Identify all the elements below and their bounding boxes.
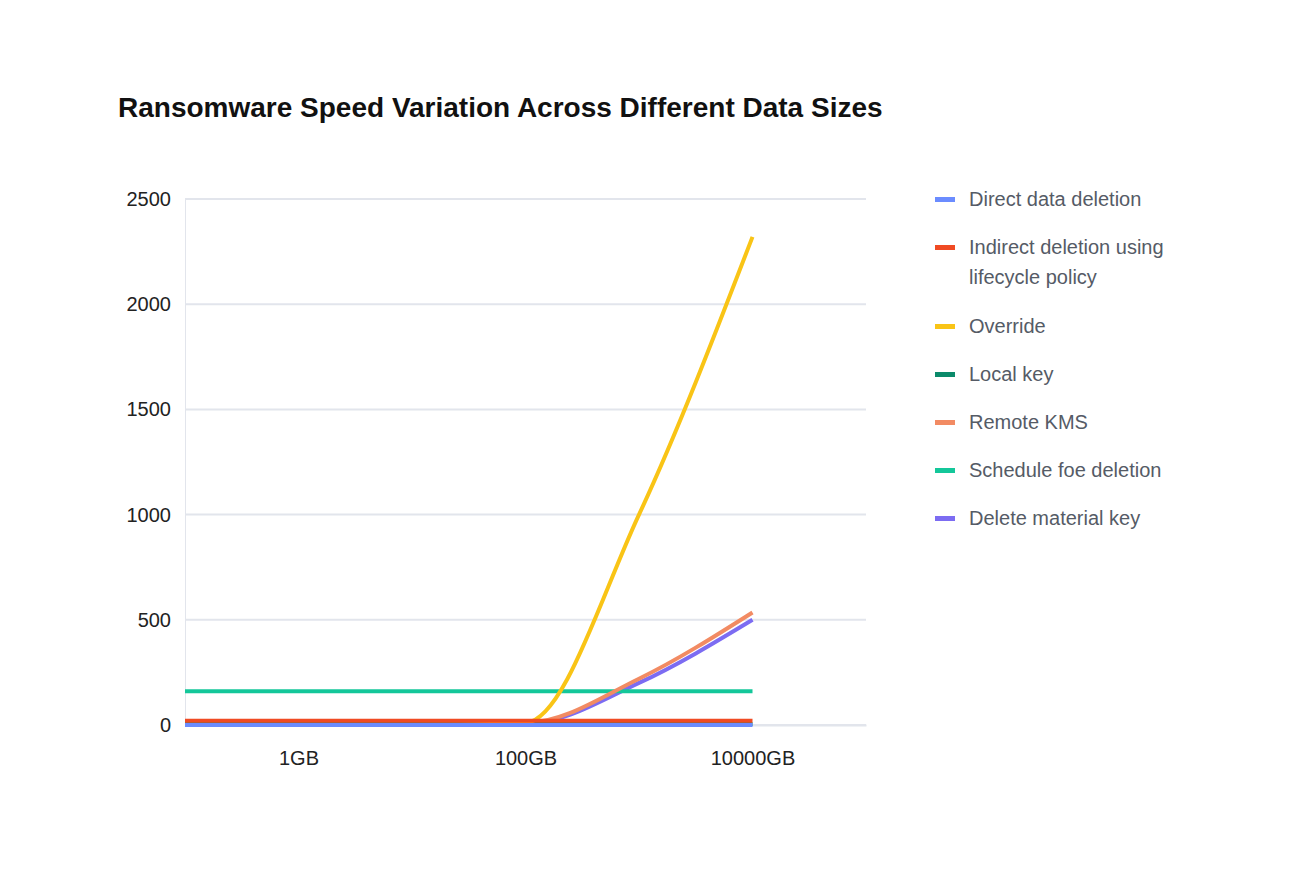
- grid-line: [185, 408, 866, 410]
- series-line: [185, 237, 753, 725]
- y-tick-label: 2000: [127, 293, 172, 315]
- x-tick-label: 1GB: [279, 747, 319, 769]
- y-tick: 1500: [127, 398, 186, 420]
- x-tick-label: 10000GB: [711, 747, 796, 769]
- grid-line: [185, 724, 866, 726]
- legend-label: Delete material key: [969, 507, 1140, 529]
- x-tick: 100GB: [495, 725, 557, 769]
- legend-label: Schedule foe deletion: [969, 459, 1161, 481]
- legend: Direct data deletion Indirect deletion us…: [935, 188, 1164, 529]
- lines: [185, 237, 753, 725]
- series-line: [185, 612, 753, 722]
- y-tick-label: 1000: [127, 503, 172, 525]
- legend-swatch: [935, 245, 955, 250]
- y-tick: 0: [160, 714, 185, 736]
- series-line: [185, 723, 753, 727]
- x-tick: 10000GB: [711, 725, 796, 769]
- legend-swatch: [935, 468, 955, 473]
- legend-swatch: [935, 197, 955, 202]
- y-tick: 2500: [127, 188, 186, 210]
- legend-swatch: [935, 420, 955, 425]
- series-line: [185, 620, 753, 724]
- y-axis-line: [185, 200, 186, 726]
- legend-swatch: [935, 372, 955, 377]
- chart: Ransomware Speed Variation Across Differ…: [0, 0, 1310, 888]
- legend-label: Local key: [969, 363, 1054, 385]
- y-tick: 500: [138, 609, 185, 631]
- title: Ransomware Speed Variation Across Differ…: [118, 92, 883, 123]
- x-axis: 1GB 100GB 10000GB: [186, 725, 867, 769]
- y-tick-label: 0: [160, 714, 171, 736]
- y-axis: 0 500 1000 1500 2000 2500: [127, 188, 186, 736]
- grid-line: [185, 198, 866, 200]
- legend-label: Remote KMS: [969, 411, 1088, 433]
- y-tick-label: 500: [138, 609, 171, 631]
- x-tick-label: 100GB: [495, 747, 557, 769]
- legend-swatch: [935, 324, 955, 329]
- x-axis-line: [186, 725, 867, 727]
- y-tick: 1000: [127, 503, 186, 525]
- grid-line: [185, 303, 866, 305]
- y-tick-label: 1500: [127, 398, 172, 420]
- y-tick-label: 2500: [127, 188, 172, 210]
- legend-swatch: [935, 516, 955, 521]
- series-line: [185, 689, 753, 693]
- legend-label: Direct data deletion: [969, 188, 1141, 210]
- grid-line: [185, 514, 866, 516]
- legend-label: Override: [969, 315, 1046, 337]
- series-line: [185, 719, 753, 723]
- grid-line: [185, 619, 866, 621]
- legend-label: Indirect deletion usinglifecycle policy: [969, 236, 1164, 288]
- x-tick: 1GB: [279, 725, 319, 769]
- grid: [185, 199, 866, 725]
- y-tick: 2000: [127, 293, 186, 315]
